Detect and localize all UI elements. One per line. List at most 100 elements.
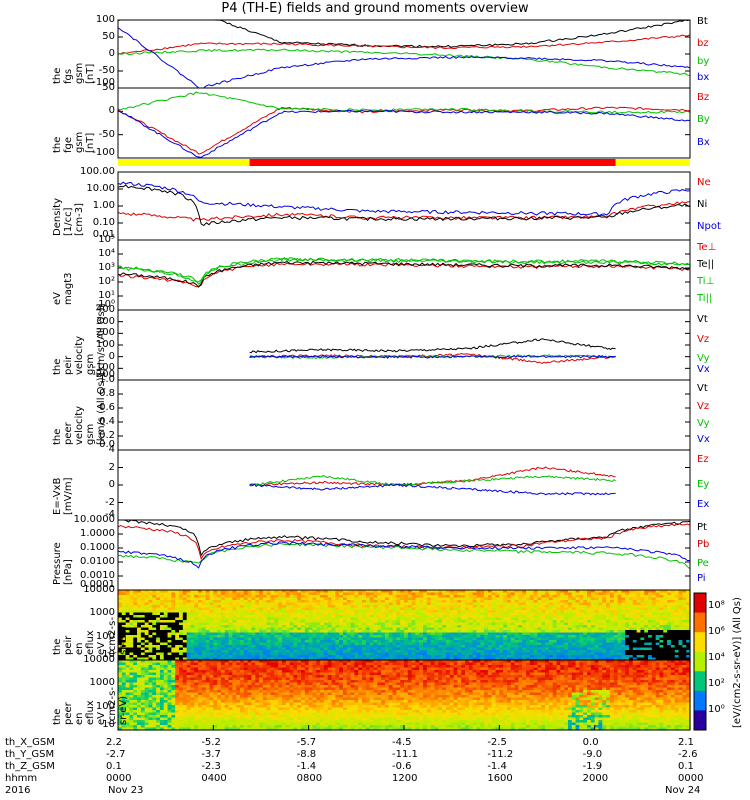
heatmap-cell bbox=[186, 595, 192, 599]
heatmap-cell bbox=[480, 642, 485, 646]
heatmap-cell bbox=[594, 617, 600, 621]
heatmap-cell bbox=[186, 600, 192, 604]
heatmap-cell bbox=[137, 602, 142, 606]
heatmap-cell bbox=[220, 605, 226, 609]
heatmap-cell bbox=[640, 592, 645, 596]
heatmap-cell bbox=[171, 642, 176, 646]
heatmap-cell bbox=[274, 620, 279, 624]
heatmap-cell bbox=[243, 627, 249, 631]
heatmap-cell bbox=[545, 655, 550, 659]
heatmap-cell bbox=[628, 657, 634, 661]
heatmap-cell bbox=[598, 592, 603, 596]
heatmap-cell bbox=[381, 655, 386, 659]
heatmap-cell bbox=[243, 602, 249, 606]
heatmap-cell bbox=[472, 612, 478, 616]
heatmap-cell bbox=[354, 627, 359, 631]
heatmap-cell bbox=[476, 642, 481, 646]
heatmap-cell bbox=[323, 625, 329, 629]
heatmap-cell bbox=[537, 620, 542, 624]
heatmap-cell bbox=[339, 630, 344, 634]
heatmap-cell bbox=[438, 642, 443, 646]
heatmap-cell bbox=[232, 590, 237, 594]
heatmap-cell bbox=[323, 642, 329, 646]
heatmap-cell bbox=[369, 610, 375, 614]
heatmap-cell bbox=[373, 597, 378, 601]
heatmap-cell bbox=[564, 602, 569, 606]
heatmap-cell bbox=[316, 625, 321, 629]
heatmap-cell bbox=[663, 650, 668, 654]
heatmap-cell bbox=[491, 642, 497, 646]
heatmap-cell bbox=[339, 640, 344, 644]
heatmap-cell bbox=[487, 652, 493, 656]
heatmap-cell bbox=[346, 642, 352, 646]
heatmap-cell bbox=[529, 602, 535, 606]
heatmap-cell bbox=[514, 630, 519, 634]
heatmap-cell bbox=[674, 625, 680, 629]
heatmap-cell bbox=[564, 645, 569, 649]
heatmap-cell bbox=[255, 630, 260, 634]
heatmap-cell bbox=[617, 600, 622, 604]
heatmap-cell bbox=[648, 652, 653, 656]
heatmap-cell bbox=[316, 617, 321, 621]
heatmap-cell bbox=[175, 645, 180, 649]
heatmap-cell bbox=[617, 590, 622, 594]
heatmap-cell bbox=[472, 622, 478, 626]
heatmap-cell bbox=[152, 607, 157, 611]
heatmap-cell bbox=[628, 647, 634, 651]
heatmap-cell bbox=[495, 655, 500, 659]
heatmap-cell bbox=[404, 590, 409, 594]
heatmap-cell bbox=[400, 590, 405, 594]
heatmap-cell bbox=[659, 622, 664, 626]
heatmap-cell bbox=[121, 652, 127, 656]
heatmap-cell bbox=[144, 607, 150, 611]
heatmap-cell bbox=[663, 607, 668, 611]
heatmap-cell bbox=[480, 625, 485, 629]
heatmap-cell bbox=[400, 615, 405, 619]
heatmap-cell bbox=[613, 597, 619, 601]
heatmap-cell bbox=[194, 607, 199, 611]
heatmap-cell bbox=[293, 652, 298, 656]
heatmap-cell bbox=[335, 610, 340, 614]
heatmap-cell bbox=[140, 610, 146, 614]
heatmap-cell bbox=[148, 632, 153, 636]
heatmap-cell bbox=[663, 640, 668, 644]
heatmap-cell bbox=[186, 635, 192, 639]
heatmap-cell bbox=[503, 610, 508, 614]
heatmap-cell bbox=[255, 590, 260, 594]
heatmap-cell bbox=[171, 615, 176, 619]
series-line-fge-1 bbox=[117, 91, 691, 114]
heatmap-cell bbox=[583, 617, 588, 621]
heatmap-cell bbox=[453, 617, 458, 621]
heatmap-cell bbox=[499, 655, 504, 659]
heatmap-cell bbox=[461, 640, 466, 644]
heatmap-cell bbox=[419, 632, 424, 636]
heatmap-cell bbox=[125, 642, 131, 646]
heatmap-cell bbox=[548, 615, 554, 619]
heatmap-cell bbox=[472, 652, 478, 656]
heatmap-cell bbox=[480, 637, 485, 641]
heatmap-cell bbox=[545, 597, 550, 601]
heatmap-cell bbox=[655, 612, 661, 616]
heatmap-cell bbox=[419, 655, 424, 659]
heatmap-cell bbox=[217, 602, 222, 606]
heatmap-cell bbox=[667, 645, 672, 649]
heatmap-cell bbox=[514, 625, 519, 629]
heatmap-cell bbox=[346, 640, 352, 644]
heatmap-cell bbox=[453, 610, 458, 614]
heatmap-cell bbox=[236, 595, 241, 599]
heatmap-cell bbox=[518, 630, 523, 634]
heatmap-cell bbox=[281, 590, 287, 594]
heatmap-cell bbox=[240, 645, 245, 649]
heatmap-cell bbox=[274, 637, 279, 641]
heatmap-cell bbox=[209, 650, 214, 654]
heatmap-cell bbox=[423, 597, 428, 601]
heatmap-cell bbox=[358, 600, 363, 604]
heatmap-cell bbox=[476, 620, 481, 624]
heatmap-cell bbox=[552, 630, 558, 634]
heatmap-cell bbox=[194, 632, 199, 636]
heatmap-cell bbox=[213, 622, 218, 626]
heatmap-cell bbox=[251, 655, 256, 659]
heatmap-cell bbox=[602, 605, 607, 609]
heatmap-cell bbox=[533, 615, 539, 619]
heatmap-cell bbox=[606, 597, 611, 601]
